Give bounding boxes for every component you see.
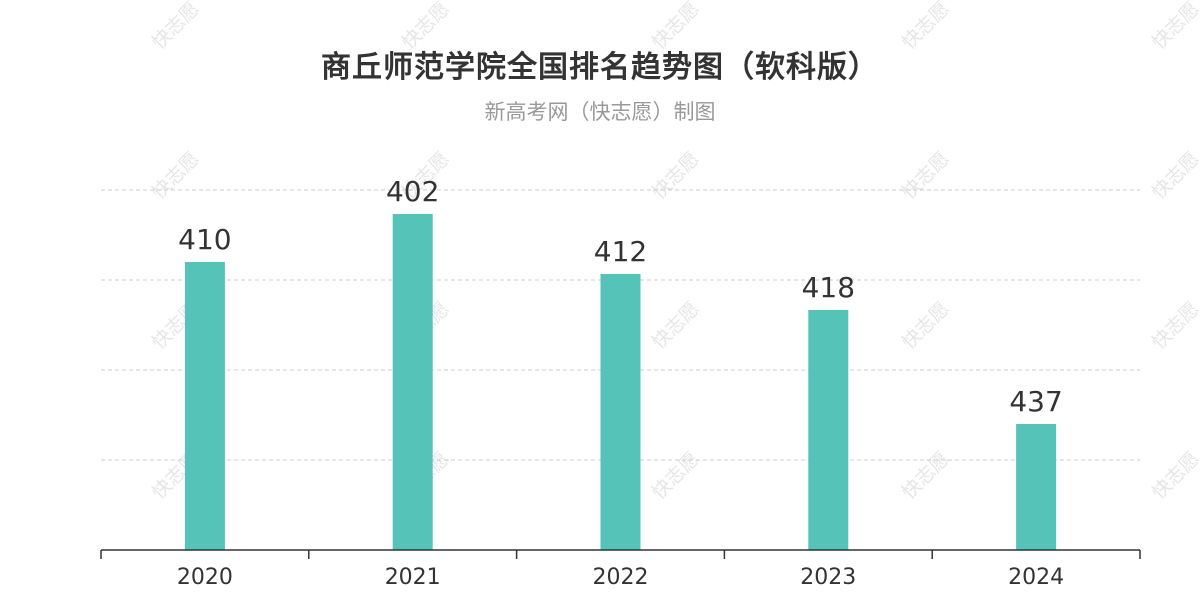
x-tick-label-2021: 2021 bbox=[385, 565, 441, 590]
bar-2023 bbox=[808, 310, 849, 550]
value-label-2020: 410 bbox=[178, 223, 231, 256]
watermark-text: 快志愿 bbox=[648, 148, 704, 204]
bar-2024 bbox=[1016, 424, 1057, 550]
x-tick-label-2022: 2022 bbox=[593, 565, 649, 590]
x-tick-label-2023: 2023 bbox=[800, 565, 856, 590]
watermark-text: 快志愿 bbox=[148, 148, 204, 204]
watermark-text: 快志愿 bbox=[898, 298, 954, 354]
x-axis: 2020 2021 2022 2023 2024 bbox=[100, 549, 1141, 590]
bar-2022 bbox=[600, 274, 641, 550]
x-tick-label-2024: 2024 bbox=[1008, 565, 1064, 590]
watermark-text: 快志愿 bbox=[648, 298, 704, 354]
value-label-2024: 437 bbox=[1009, 385, 1062, 418]
value-label-2022: 412 bbox=[594, 235, 647, 268]
x-tick-label-2020: 2020 bbox=[177, 565, 233, 590]
watermark-text: 快志愿 bbox=[1148, 148, 1200, 204]
watermark-text: 快志愿 bbox=[1148, 298, 1200, 354]
value-label-2023: 418 bbox=[802, 271, 855, 304]
value-labels: 410 402 412 418 437 bbox=[178, 175, 1063, 418]
watermark-text: 快志愿 bbox=[1148, 448, 1200, 504]
watermark-text: 快志愿 bbox=[898, 448, 954, 504]
bars bbox=[184, 214, 1057, 550]
chart-subtitle: 新高考网（快志愿）制图 bbox=[484, 100, 716, 124]
watermark-text: 快志愿 bbox=[898, 148, 954, 204]
value-label-2021: 402 bbox=[386, 175, 439, 208]
chart-title: 商丘师范学院全国排名趋势图（软科版） bbox=[321, 50, 879, 85]
watermark-text: 快志愿 bbox=[648, 448, 704, 504]
bar-2020 bbox=[184, 262, 225, 550]
bar-2021 bbox=[392, 214, 433, 550]
